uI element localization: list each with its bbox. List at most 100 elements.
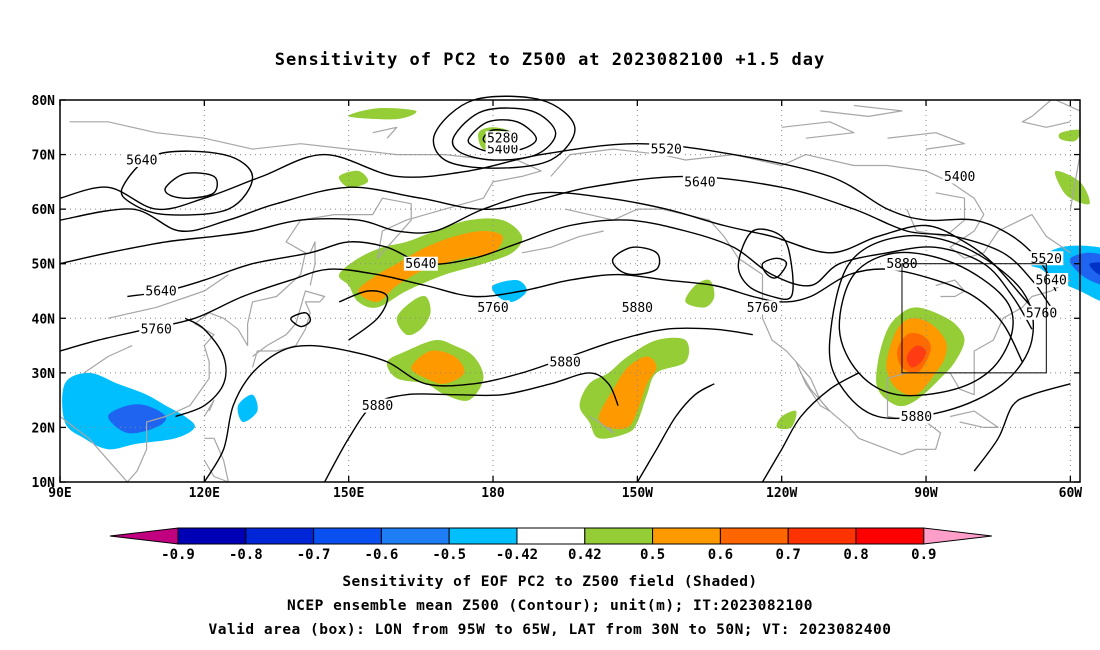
contour-label-bg bbox=[620, 300, 655, 315]
contour-line-open bbox=[59, 191, 1043, 319]
contour-label-bg bbox=[124, 153, 159, 168]
colorbar-label: -0.8 bbox=[229, 547, 263, 563]
colorbar-segment bbox=[855, 527, 925, 545]
colorbar-label: 0.5 bbox=[640, 547, 665, 563]
colorbar-segment bbox=[313, 527, 382, 545]
colorbar-label: 0.6 bbox=[708, 547, 733, 563]
contour-line-open bbox=[323, 372, 619, 483]
colorbar-label: 0.7 bbox=[776, 547, 801, 563]
coastline-segment bbox=[781, 121, 855, 139]
colorbar-label: -0.9 bbox=[161, 547, 195, 563]
shade-baja bbox=[776, 410, 797, 430]
coastline-segment bbox=[107, 274, 229, 319]
shade-nw-atlantic-dark bbox=[1089, 262, 1100, 275]
shade-okinawa bbox=[237, 394, 258, 423]
colorbar-segment bbox=[380, 527, 450, 545]
contour-label: 5760 bbox=[477, 301, 508, 316]
contour-line-closed bbox=[467, 119, 538, 153]
coastline-segment bbox=[820, 104, 903, 117]
contour-line-open bbox=[636, 383, 715, 483]
coastline-segment bbox=[83, 345, 133, 374]
contour-line-open bbox=[175, 317, 227, 418]
shade-central-w-core bbox=[411, 350, 465, 384]
contour-label-bg bbox=[1034, 273, 1069, 288]
colorbar-segment bbox=[448, 527, 518, 545]
contour-line-open bbox=[203, 327, 753, 483]
contour-label: 5400 bbox=[944, 170, 975, 185]
contour-label: 5760 bbox=[1026, 306, 1057, 321]
colorbar-label: 0.8 bbox=[843, 547, 868, 563]
shade-south-china-core bbox=[108, 404, 167, 434]
lat-label: 30N bbox=[32, 367, 56, 382]
caption-contour: NCEP ensemble mean Z500 (Contour); unit(… bbox=[286, 598, 814, 614]
coastline-segment bbox=[203, 437, 229, 483]
contour-line-open bbox=[127, 219, 1033, 330]
contour-label: 5640 bbox=[1035, 274, 1066, 289]
contour-label-bg bbox=[1029, 251, 1064, 266]
colorbar-label: -0.7 bbox=[297, 547, 331, 563]
lat-label: 40N bbox=[32, 312, 56, 327]
contour-label-bg bbox=[144, 284, 179, 298]
contour-line-closed bbox=[611, 246, 661, 276]
contour-line-closed bbox=[290, 312, 312, 328]
contour-line-closed bbox=[120, 150, 254, 216]
colorbar-label: 0.42 bbox=[568, 547, 602, 563]
lon-label: 150E bbox=[333, 486, 364, 501]
shade-arctic-1 bbox=[348, 107, 417, 120]
shade-aleutian-blue bbox=[491, 279, 527, 303]
coastline-segment bbox=[906, 192, 966, 237]
contour-line-open bbox=[338, 290, 389, 341]
z500-contours bbox=[59, 95, 1071, 483]
contour-line-open bbox=[59, 175, 1052, 308]
contour-label-bg bbox=[649, 142, 684, 157]
caption-valid-area: Valid area (box): LON from 95W to 65W, L… bbox=[208, 622, 892, 638]
coastline-segment bbox=[949, 410, 999, 428]
map-frame bbox=[59, 99, 1081, 483]
contour-label: 5880 bbox=[550, 355, 581, 370]
contour-label-bg bbox=[485, 142, 520, 157]
shade-central-e-core bbox=[598, 356, 657, 430]
contour-label: 5880 bbox=[622, 301, 653, 316]
lon-label: 90W bbox=[914, 486, 938, 501]
contour-line-closed bbox=[828, 234, 1035, 420]
contour-label-bg bbox=[548, 354, 583, 369]
lon-label: 120W bbox=[766, 486, 797, 501]
shade-greenland-2 bbox=[1054, 170, 1090, 205]
contour-label-bg bbox=[1024, 305, 1059, 320]
coastline-segment bbox=[251, 290, 326, 368]
contour-label-bg bbox=[476, 300, 511, 315]
lat-label: 80N bbox=[32, 94, 56, 109]
contour-label: 5640 bbox=[145, 285, 176, 300]
lat-label: 70N bbox=[32, 149, 56, 164]
contour-label: 5760 bbox=[141, 323, 172, 338]
colorbar-label: -0.6 bbox=[365, 547, 399, 563]
lat-label: 20N bbox=[32, 421, 56, 436]
contour-label-bg bbox=[360, 398, 395, 413]
contour-line-closed bbox=[838, 251, 1014, 397]
lon-label: 150W bbox=[622, 486, 653, 501]
contour-label: 5520 bbox=[1031, 252, 1062, 267]
colorbar-segment bbox=[652, 527, 721, 545]
colorbar-label: 0.9 bbox=[911, 547, 936, 563]
coastline-segment bbox=[588, 415, 614, 434]
coastline-segment bbox=[887, 132, 966, 150]
contour-label: 5760 bbox=[747, 301, 778, 316]
colorbar-label: -0.42 bbox=[496, 547, 538, 563]
contour-label: 5880 bbox=[362, 399, 393, 414]
lon-label: 60W bbox=[1059, 486, 1083, 501]
contour-line-closed bbox=[761, 257, 788, 279]
contour-line-closed bbox=[737, 228, 794, 301]
shade-ne-pacific bbox=[685, 279, 715, 308]
lat-label: 60N bbox=[32, 203, 56, 218]
shade-greenland-1 bbox=[1058, 129, 1081, 142]
contour-label: 5640 bbox=[405, 257, 436, 272]
colorbar-segment bbox=[719, 527, 789, 545]
lon-label: 90E bbox=[48, 486, 71, 501]
lon-label: 120E bbox=[189, 486, 220, 501]
contour-label: 5880 bbox=[901, 410, 932, 425]
colorbar-segment bbox=[245, 527, 315, 545]
colorbar-segment bbox=[177, 527, 247, 545]
colorbar-segment bbox=[787, 527, 857, 545]
contour-label-bg bbox=[485, 131, 520, 146]
colorbar-arrow-left bbox=[109, 527, 179, 545]
